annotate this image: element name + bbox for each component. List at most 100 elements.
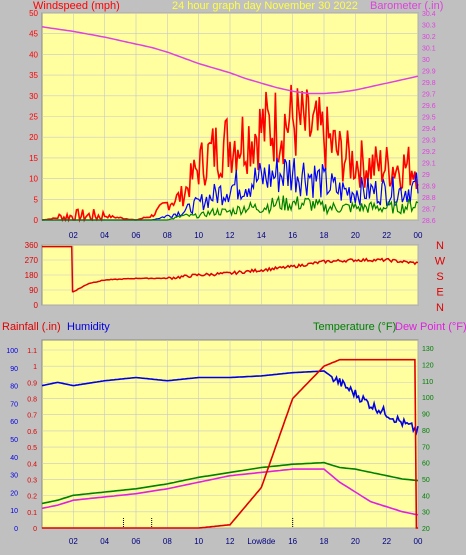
temperature-label: Temperature (°F): [313, 321, 396, 333]
bottom-x-tick: 06: [132, 537, 141, 546]
rain-y-tick: 1.1: [27, 348, 37, 355]
wind-y-tick: 25: [29, 113, 38, 122]
tick-labels: 0510152025303540455028.628.728.828.92929…: [6, 9, 435, 546]
barometer-y-tick: 29.6: [422, 103, 436, 110]
barometer-y-tick: 29.9: [422, 69, 436, 76]
barometer-y-tick: 28.9: [422, 184, 436, 191]
wind-y-tick: 20: [29, 133, 38, 142]
wind-y-tick: 45: [29, 30, 38, 39]
wind-y-tick: 35: [29, 71, 38, 80]
temperature-y-tick: 50: [422, 477, 430, 484]
wind-x-tick: 04: [100, 231, 109, 240]
wind-y-tick: 30: [29, 92, 38, 101]
direction-y-tick: 90: [29, 286, 38, 295]
barometer-y-tick: 29.4: [422, 126, 436, 133]
wind-x-tick: 06: [132, 231, 141, 240]
windspeed-line: [41, 84, 419, 223]
wind-y-tick: 0: [34, 216, 39, 225]
humidity-series: [41, 358, 419, 529]
barometer-y-tick: 29.2: [422, 149, 436, 156]
barometer-y-tick: 29: [422, 172, 430, 179]
humidity-y-tick: 80: [10, 384, 18, 391]
wind-y-tick: 50: [29, 9, 38, 18]
wind-x-tick: 10: [194, 231, 203, 240]
compass-label-s: S: [436, 271, 443, 283]
wind-y-tick: 10: [29, 175, 38, 184]
humidity-line: [41, 370, 419, 436]
direction-y-tick: 360: [25, 241, 39, 250]
humidity-y-tick: 30: [10, 473, 18, 480]
temperature-y-tick: 120: [422, 363, 434, 370]
temperature-y-tick: 130: [422, 346, 434, 353]
compass-label-n: N: [436, 240, 444, 252]
date-title: 24 hour graph day November 30 2022: [172, 0, 358, 12]
bottom-x-tick: 08: [163, 537, 172, 546]
wind-x-tick: 12: [226, 231, 235, 240]
rain-y-tick: 0.5: [27, 445, 37, 452]
bottom-x-tick: 10: [194, 537, 203, 546]
temperature-y-tick: 60: [422, 461, 430, 468]
humidity-y-tick: 0: [14, 526, 18, 533]
rain-y-tick: 0.4: [27, 461, 37, 468]
compass-label-n: N: [436, 302, 444, 314]
rain-y-tick: 0.9: [27, 380, 37, 387]
wind-x-tick: 16: [288, 231, 297, 240]
direction-series: [42, 245, 419, 293]
wind-green-line: [42, 195, 419, 221]
humidity-label: Humidity: [67, 321, 110, 333]
humidity-y-tick: 20: [10, 490, 18, 497]
barometer-y-tick: 30.1: [422, 46, 436, 53]
direction-y-tick: 0: [34, 301, 39, 310]
temperature-y-tick: 100: [422, 395, 434, 402]
bottom-x-tick: 12: [226, 537, 235, 546]
wind-x-tick: 02: [69, 231, 78, 240]
barometer-y-tick: 28.7: [422, 207, 436, 214]
bottom-x-tick: 20: [351, 537, 360, 546]
barometer-line: [41, 26, 419, 95]
bottom-x-tick: 16: [288, 537, 297, 546]
barometer-y-tick: 29.3: [422, 138, 436, 145]
direction-y-tick: 270: [25, 256, 39, 265]
wind-x-tick: 08: [163, 231, 172, 240]
temperature-y-tick: 20: [422, 526, 430, 533]
rain-y-tick: 0.8: [27, 397, 37, 404]
compass-label-w: W: [435, 256, 446, 268]
barometer-y-tick: 29.7: [422, 92, 436, 99]
bottom-x-tick: 04: [100, 537, 109, 546]
wind-grid: [42, 12, 419, 221]
wind-x-tick: 00: [414, 231, 423, 240]
wind-y-tick: 40: [29, 50, 38, 59]
rain-y-tick: 0.3: [27, 477, 37, 484]
temperature-y-tick: 90: [422, 412, 430, 419]
rain-y-tick: 0.1: [27, 510, 37, 517]
rain-y-tick: 0.7: [27, 413, 37, 420]
windspeed-label: Windspeed (mph): [33, 0, 120, 12]
barometer-y-tick: 30.4: [422, 11, 436, 18]
barometer-label: Barometer (.in): [370, 0, 443, 12]
barometer-y-tick: 29.8: [422, 80, 436, 87]
temperature-y-tick: 110: [422, 379, 433, 386]
rainfall-label: Rainfall (.in): [2, 321, 61, 333]
bottom-x-tick: 00: [414, 537, 423, 546]
humidity-grid: [42, 340, 419, 529]
wind-x-tick: 18: [320, 231, 329, 240]
dew-point-label: Dew Point (°F): [395, 321, 466, 333]
humidity-y-tick: 50: [10, 437, 18, 444]
bottom-x-tick: 02: [69, 537, 78, 546]
barometer-y-tick: 28.6: [422, 218, 436, 225]
wind-x-tick: 20: [351, 231, 360, 240]
temperature-y-tick: 40: [422, 493, 430, 500]
humidity-y-tick: 40: [10, 455, 18, 462]
barometer-y-tick: 29.5: [422, 115, 436, 122]
barometer-y-tick: 28.8: [422, 195, 436, 202]
direction-line: [42, 245, 419, 293]
barometer-y-tick: 30.3: [422, 23, 436, 30]
compass-label-e: E: [436, 287, 443, 299]
bottom-x-tick: 22: [382, 537, 391, 546]
humidity-y-tick: 10: [10, 508, 18, 515]
rain-y-tick: 0.2: [27, 494, 37, 501]
temperature-y-tick: 70: [422, 444, 430, 451]
